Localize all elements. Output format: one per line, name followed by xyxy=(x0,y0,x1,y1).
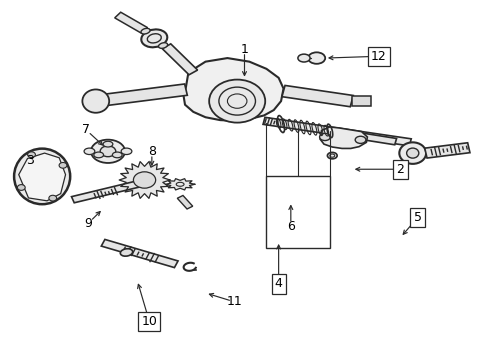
Ellipse shape xyxy=(84,148,95,154)
Ellipse shape xyxy=(14,149,70,204)
Text: 3: 3 xyxy=(26,154,34,167)
Text: 5: 5 xyxy=(413,211,421,224)
Circle shape xyxy=(49,195,57,201)
Polygon shape xyxy=(19,153,65,201)
Polygon shape xyxy=(165,179,194,190)
Text: 7: 7 xyxy=(82,123,90,136)
Ellipse shape xyxy=(91,140,125,163)
Text: 12: 12 xyxy=(370,50,386,63)
Polygon shape xyxy=(177,195,192,209)
Ellipse shape xyxy=(103,141,113,147)
Text: 11: 11 xyxy=(226,296,242,309)
Polygon shape xyxy=(71,180,141,203)
Ellipse shape xyxy=(133,172,155,188)
Text: 1: 1 xyxy=(240,42,248,55)
Polygon shape xyxy=(115,12,147,33)
Ellipse shape xyxy=(158,43,167,48)
Text: 10: 10 xyxy=(141,315,157,328)
Text: 8: 8 xyxy=(147,145,156,158)
Polygon shape xyxy=(331,129,396,145)
Ellipse shape xyxy=(327,152,336,159)
Ellipse shape xyxy=(297,54,309,62)
Polygon shape xyxy=(282,85,353,107)
Polygon shape xyxy=(424,143,469,158)
Ellipse shape xyxy=(141,30,167,47)
Ellipse shape xyxy=(94,152,103,158)
Ellipse shape xyxy=(100,146,116,157)
Circle shape xyxy=(27,152,35,158)
Polygon shape xyxy=(351,96,370,106)
Ellipse shape xyxy=(399,142,425,164)
Polygon shape xyxy=(94,84,187,107)
Ellipse shape xyxy=(120,249,132,256)
Polygon shape xyxy=(263,117,410,146)
Ellipse shape xyxy=(209,80,264,123)
Circle shape xyxy=(59,162,67,168)
Polygon shape xyxy=(119,162,169,198)
Ellipse shape xyxy=(141,28,150,34)
Polygon shape xyxy=(101,239,178,267)
Ellipse shape xyxy=(82,89,109,113)
Text: 9: 9 xyxy=(84,216,92,230)
Polygon shape xyxy=(162,44,197,75)
Text: 2: 2 xyxy=(396,163,404,176)
Ellipse shape xyxy=(319,134,330,140)
Ellipse shape xyxy=(307,52,325,64)
Ellipse shape xyxy=(406,148,418,158)
Ellipse shape xyxy=(112,152,122,158)
Ellipse shape xyxy=(121,148,132,154)
Polygon shape xyxy=(320,127,366,148)
Text: 6: 6 xyxy=(286,220,294,233)
Polygon shape xyxy=(183,58,283,121)
Circle shape xyxy=(18,185,25,190)
Ellipse shape xyxy=(354,136,365,143)
Text: 4: 4 xyxy=(274,278,282,291)
